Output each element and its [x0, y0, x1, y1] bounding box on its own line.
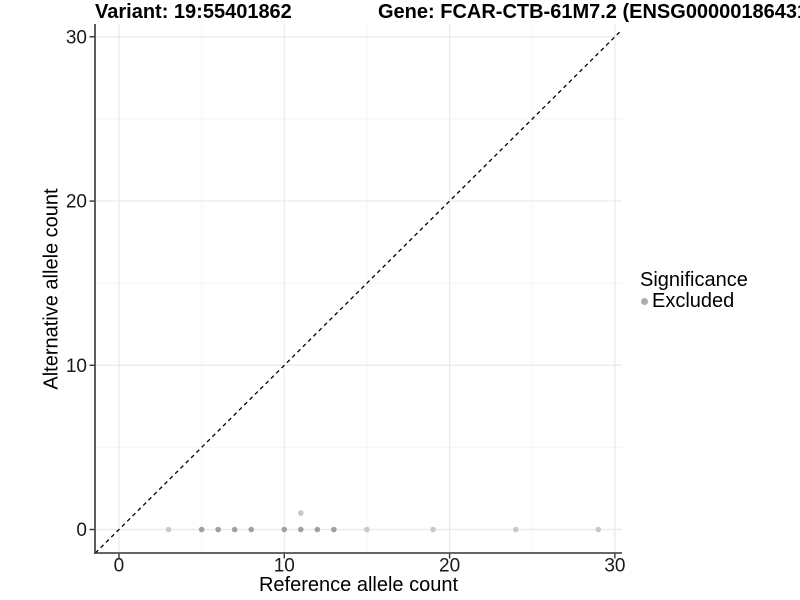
data-point: [364, 526, 370, 533]
y-tick-label: 10: [66, 356, 87, 377]
data-point: [314, 526, 321, 533]
x-tick-label: 10: [274, 556, 295, 577]
x-axis-title: Reference allele count: [258, 574, 458, 596]
y-tick-label: 20: [66, 192, 87, 213]
data-point: [281, 526, 288, 533]
legend-item-label: Excluded: [652, 290, 735, 312]
gene-title: Gene: FCAR-CTB-61M7.2 (ENSG00000186431: [378, 1, 800, 23]
legend-key-dot-icon: [641, 298, 648, 305]
x-tick-label: 0: [114, 556, 125, 577]
data-point: [298, 510, 304, 516]
data-point: [595, 526, 602, 533]
data-point: [165, 526, 172, 533]
data-point: [512, 526, 519, 533]
x-tick-label: 30: [604, 556, 625, 577]
x-tick-label: 20: [439, 556, 460, 577]
y-tick-label: 0: [76, 520, 87, 541]
data-point: [248, 526, 255, 533]
legend: Significance Excluded: [638, 269, 748, 312]
data-point: [198, 526, 205, 533]
legend-title: Significance: [640, 269, 748, 291]
variant-title: Variant: 19:55401862: [95, 1, 292, 23]
y-tick-label: 30: [66, 27, 87, 48]
data-point: [231, 526, 238, 533]
y-axis-title: Alternative allele count: [40, 188, 63, 390]
data-point: [298, 526, 304, 533]
data-point: [331, 526, 337, 533]
data-point: [215, 526, 221, 533]
identity-line: [94, 29, 623, 554]
data-point: [430, 526, 436, 533]
legend-item-excluded: Excluded: [638, 291, 748, 312]
